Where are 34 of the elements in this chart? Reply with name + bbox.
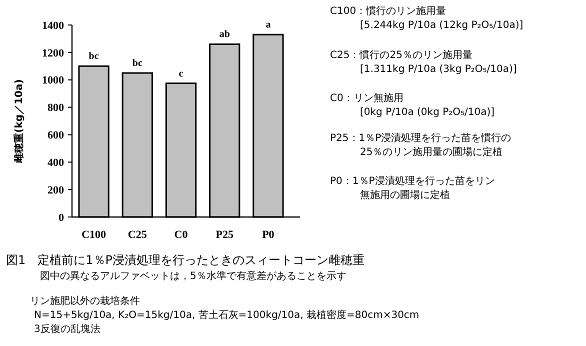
text: リン施肥以外の栽培条件 (30, 295, 140, 307)
y-axis-title: 雌穂重(kg／10a) (13, 79, 25, 164)
y-tick-label: 200 (48, 184, 64, 196)
x-tick-label: P25 (216, 229, 234, 241)
y-tick-label: 400 (48, 156, 64, 169)
y-tick-label: 800 (48, 102, 64, 114)
text: 25％のリン施用量の圃場に定植 (360, 146, 503, 158)
text: C100：慣行のリン施用量 (330, 5, 446, 17)
text: C0：リン無施用 (330, 92, 404, 104)
annotation: bc (132, 58, 143, 69)
text: 無施用の圃場に定植 (360, 189, 450, 201)
text: 図中の異なるアルファベットは，5％水準で有意差があることを示す (40, 270, 346, 282)
annotation: bc (88, 51, 100, 62)
y-tick-label: 1200 (42, 47, 64, 60)
annotation: c (178, 68, 184, 80)
text: N=15+5kg/10a, K₂O=15kg/10a, 苦土石灰=100kg/10a, 栽植密度=80cm×30cm (34, 309, 420, 321)
y-tick-label: 0 (58, 212, 64, 224)
y-tick-label: 1400 (42, 20, 64, 32)
text: [5.244kg P/10a (12kg P₂O₅/10a)] (360, 20, 524, 31)
x-tick-label: C0 (174, 229, 188, 241)
text: 図1 定植前に1％P浸漬処理を行ったときのスィートコーン雌穂重 (6, 253, 365, 267)
annotation: a (266, 20, 271, 31)
text: P25：1％P浸漬処理を行った苗を慣行の (330, 132, 512, 144)
text: C25：慣行の25％のリン施用量 (330, 49, 472, 61)
annotation: ab (219, 29, 230, 40)
text: P0：1％P浸漬処理を行った苗をリン (330, 175, 495, 187)
text: [1.311kg P/10a (3kg P₂O₅/10a)] (360, 64, 517, 75)
y-tick-label: 1000 (42, 74, 64, 87)
x-tick-label: P0 (262, 229, 275, 241)
x-tick-label: C25 (128, 229, 148, 241)
x-tick-label: C100 (82, 229, 107, 241)
text: [0kg P/10a (0kg P₂O₅/10a)] (360, 107, 495, 118)
y-tick-label: 600 (48, 130, 64, 142)
text: 3反復の乱塊法 (34, 323, 100, 335)
